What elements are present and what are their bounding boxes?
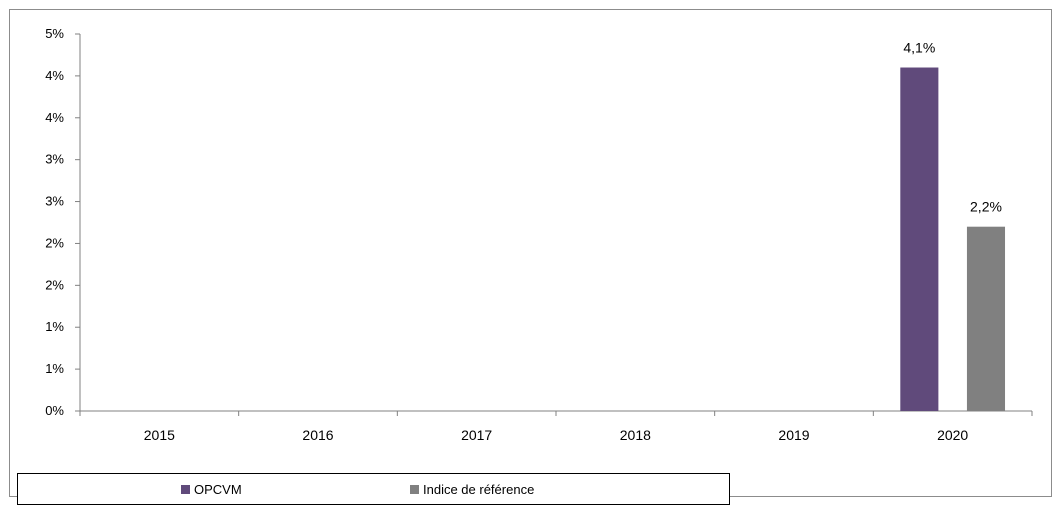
legend-label-opcvm: OPCVM bbox=[194, 482, 242, 497]
y-tick-label: 4% bbox=[45, 110, 64, 125]
bar-opcvm-2020 bbox=[900, 67, 939, 411]
bar-chart: 0%1%1%2%2%3%3%4%4%5% 2015 2016 2017 2018 201… bbox=[45, 26, 1033, 443]
x-tick-label: 2015 bbox=[144, 427, 175, 443]
y-tick-label: 3% bbox=[45, 152, 64, 167]
legend-swatch-indice bbox=[410, 485, 419, 494]
x-tick-label: 2019 bbox=[778, 427, 809, 443]
legend: OPCVM Indice de référence bbox=[17, 473, 730, 505]
data-labels: 4,1% 2,2% bbox=[903, 40, 1002, 215]
bars bbox=[900, 67, 1006, 411]
legend-item-opcvm: OPCVM bbox=[181, 482, 242, 497]
y-tick-label: 1% bbox=[45, 361, 64, 376]
legend-item-indice: Indice de référence bbox=[410, 482, 534, 497]
y-tick-label: 2% bbox=[45, 277, 64, 292]
y-tick-label: 0% bbox=[45, 403, 64, 418]
y-tick-label: 4% bbox=[45, 68, 64, 83]
y-tick-label: 1% bbox=[45, 319, 64, 334]
legend-swatch-opcvm bbox=[181, 485, 190, 494]
x-tick-label: 2017 bbox=[461, 427, 492, 443]
y-axis: 0% 1% 1% 2% 2% 3% 3% 4% 4% 5% bbox=[45, 26, 81, 418]
legend-label-indice: Indice de référence bbox=[423, 482, 535, 497]
data-label: 4,1% bbox=[903, 40, 935, 56]
x-tick-label: 2018 bbox=[620, 427, 651, 443]
x-tick-label: 2016 bbox=[302, 427, 333, 443]
y-tick-label: 2% bbox=[45, 235, 64, 250]
x-axis: 2015 2016 2017 2018 2019 2020 bbox=[79, 410, 1033, 443]
x-tick-label: 2020 bbox=[937, 427, 968, 443]
data-label: 2,2% bbox=[970, 199, 1002, 215]
bar-indice-2020 bbox=[966, 226, 1006, 411]
y-tick-label: 5% bbox=[45, 26, 64, 41]
y-tick-label: 3% bbox=[45, 194, 64, 209]
